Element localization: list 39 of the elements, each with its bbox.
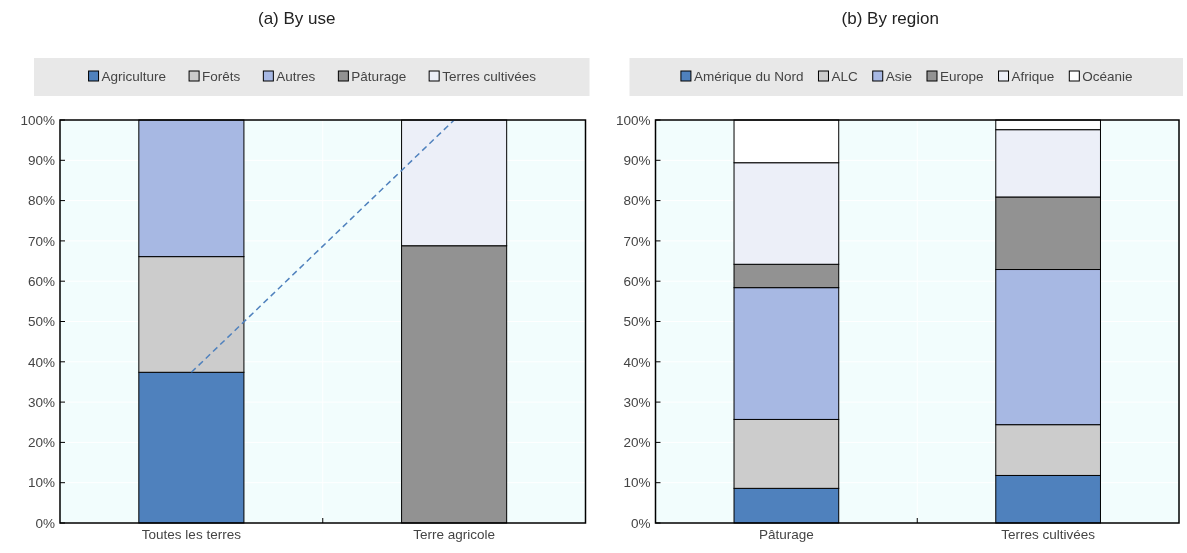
legend-label: Terres cultivées xyxy=(442,69,537,84)
legend-label: Afrique xyxy=(1011,69,1055,84)
x-tick-label: Toutes les terres xyxy=(141,527,242,542)
legend-label: Europe xyxy=(940,69,984,84)
y-tick-label: 40% xyxy=(27,354,55,370)
legend-label: ALC xyxy=(831,69,858,84)
y-tick-label: 100% xyxy=(20,112,55,128)
legend-label: Océanie xyxy=(1082,69,1133,84)
y-tick-label: 70% xyxy=(27,233,55,249)
legend-label: Forêts xyxy=(202,69,241,84)
x-tick-label: Terres cultivées xyxy=(1001,527,1096,542)
legend-label: Pâturage xyxy=(351,69,407,84)
y-tick-label: 80% xyxy=(623,193,651,209)
y-tick-label: 90% xyxy=(27,153,55,169)
x-tick-label: Terre agricole xyxy=(413,527,496,542)
y-tick-label: 50% xyxy=(623,314,651,330)
y-tick-label: 90% xyxy=(623,153,651,169)
y-tick-label: 100% xyxy=(615,112,651,128)
y-tick-label: 0% xyxy=(630,515,651,531)
legend-label: Asie xyxy=(885,69,912,84)
y-tick-label: 60% xyxy=(27,273,55,289)
y-tick-label: 10% xyxy=(623,475,651,491)
y-tick-label: 10% xyxy=(27,475,55,491)
legend-label: Autres xyxy=(276,69,316,84)
legend-label: Agriculture xyxy=(101,69,167,84)
y-tick-label: 50% xyxy=(27,314,55,330)
y-tick-label: 70% xyxy=(623,233,651,249)
y-tick-label: 20% xyxy=(27,435,55,451)
chart-title: (a) By use xyxy=(258,9,336,28)
y-tick-label: 80% xyxy=(27,193,55,209)
chart-title: (b) By region xyxy=(841,9,939,28)
y-tick-label: 0% xyxy=(35,515,55,531)
y-tick-label: 60% xyxy=(623,273,651,289)
y-tick-label: 30% xyxy=(27,394,55,410)
x-tick-label: Pâturage xyxy=(758,527,814,542)
y-tick-label: 20% xyxy=(623,435,651,451)
legend-label: Amérique du Nord xyxy=(693,69,804,84)
y-tick-label: 30% xyxy=(623,394,651,410)
y-tick-label: 40% xyxy=(623,354,651,370)
